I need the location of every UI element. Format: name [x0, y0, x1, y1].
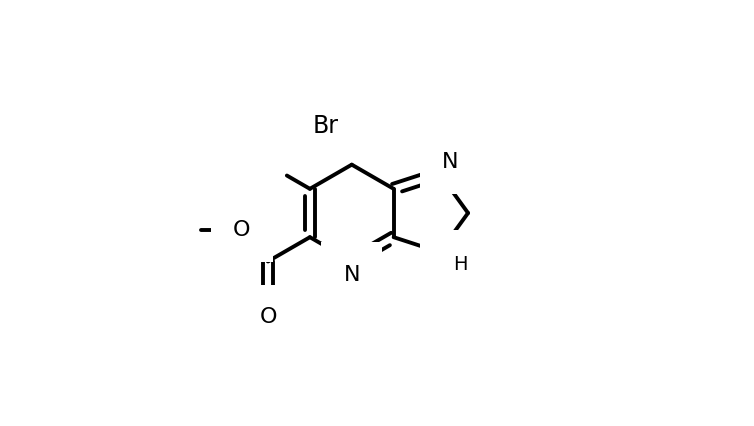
Text: O: O — [233, 220, 250, 240]
Text: N: N — [344, 265, 360, 285]
Text: H: H — [453, 255, 468, 273]
Text: O: O — [259, 307, 277, 327]
Text: Br: Br — [312, 114, 339, 138]
Text: N: N — [442, 252, 458, 272]
Text: N: N — [442, 152, 458, 172]
